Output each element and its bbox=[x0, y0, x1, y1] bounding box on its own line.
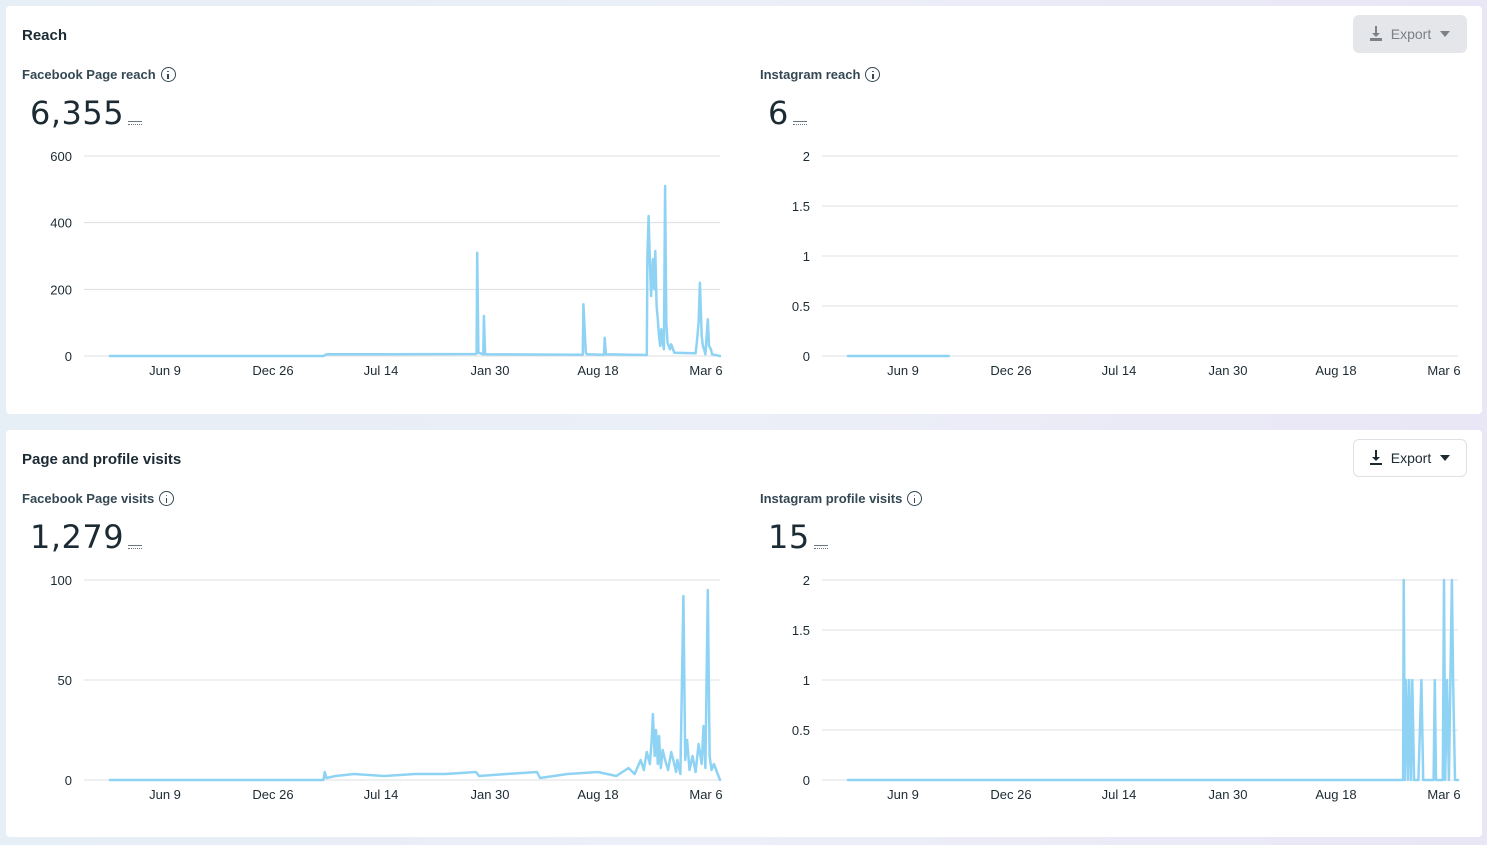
export-button[interactable]: Export bbox=[1353, 15, 1467, 53]
y-tick-label: 1.5 bbox=[792, 623, 810, 638]
trend-indicator-icon bbox=[813, 545, 828, 549]
y-tick-label: 0 bbox=[803, 349, 810, 364]
y-tick-label: 50 bbox=[58, 673, 72, 688]
x-tick-label: Aug 18 bbox=[1315, 363, 1356, 378]
download-icon bbox=[1369, 450, 1383, 466]
y-tick-label: 0.5 bbox=[792, 299, 810, 314]
metric-label: Instagram profile visits bbox=[760, 491, 923, 506]
metric-value: 6 bbox=[768, 94, 807, 132]
y-tick-label: 0 bbox=[65, 349, 72, 364]
line-chart: 600 400 200 0 Jun 9 Dec 26 Jul 14 Jan 30 Aug 18 M… bbox=[50, 149, 722, 378]
metric-value: 1,279 bbox=[30, 518, 143, 556]
metric-label: Instagram reach bbox=[760, 67, 881, 82]
metric-value-text: 1,279 bbox=[30, 518, 125, 556]
facebook-reach-panel: Facebook Page reach 6,355 600 400 200 0 Jun … bbox=[6, 6, 744, 414]
facebook-visits-panel: Facebook Page visits 1,279 100 50 0 Jun 9 De… bbox=[6, 430, 744, 837]
x-tick-label: Dec 26 bbox=[990, 363, 1031, 378]
chevron-down-icon bbox=[1439, 454, 1451, 462]
info-icon[interactable] bbox=[907, 491, 923, 506]
metric-label-text: Facebook Page reach bbox=[22, 67, 156, 82]
x-tick-label: Mar 6 bbox=[1427, 787, 1460, 802]
chevron-down-icon bbox=[1439, 30, 1451, 38]
export-button[interactable]: Export bbox=[1353, 439, 1467, 477]
info-icon[interactable] bbox=[865, 67, 881, 82]
metric-value: 6,355 bbox=[30, 94, 143, 132]
x-tick-label: Jun 9 bbox=[149, 787, 181, 802]
x-tick-label: Dec 26 bbox=[252, 363, 293, 378]
x-tick-label: Jun 9 bbox=[887, 787, 919, 802]
metric-value-text: 6 bbox=[768, 94, 789, 132]
metric-label-text: Instagram profile visits bbox=[760, 491, 903, 506]
info-icon[interactable] bbox=[160, 67, 176, 82]
y-tick-label: 2 bbox=[803, 573, 810, 588]
y-tick-label: 0 bbox=[65, 773, 72, 788]
y-tick-label: 0.5 bbox=[792, 723, 810, 738]
metric-label: Facebook Page reach bbox=[22, 67, 176, 82]
y-tick-label: 100 bbox=[50, 573, 72, 588]
x-tick-label: Jul 14 bbox=[1102, 787, 1137, 802]
section-title: Reach bbox=[22, 27, 68, 44]
x-tick-label: Jan 30 bbox=[1208, 363, 1247, 378]
x-tick-label: Jun 9 bbox=[887, 363, 919, 378]
x-tick-label: Jan 30 bbox=[470, 363, 509, 378]
x-tick-label: Aug 18 bbox=[577, 363, 618, 378]
trend-indicator-icon bbox=[128, 121, 143, 125]
reach-card: Reach Export Facebook Page reach 6,355 6… bbox=[6, 6, 1482, 414]
y-tick-label: 2 bbox=[803, 149, 810, 164]
metric-label-text: Facebook Page visits bbox=[22, 491, 155, 506]
x-tick-label: Mar 6 bbox=[689, 787, 722, 802]
series-line[interactable] bbox=[108, 588, 722, 782]
y-tick-label: 200 bbox=[50, 282, 72, 297]
metric-value-text: 6,355 bbox=[30, 94, 125, 132]
instagram-reach-panel: Instagram reach 6 2 1.5 1 0.5 0 Jun 9 Dec 26 Ju… bbox=[744, 6, 1482, 414]
trend-indicator-icon bbox=[792, 121, 807, 125]
line-chart: 2 1.5 1 0.5 0 Jun 9 Dec 26 Jul 14 Jan 30 Aug 18 Ma… bbox=[792, 573, 1461, 802]
y-tick-label: 1 bbox=[803, 249, 810, 264]
line-chart: 100 50 0 Jun 9 Dec 26 Jul 14 Jan 30 Aug 18 Mar 6 bbox=[50, 573, 722, 802]
metric-value-text: 15 bbox=[768, 518, 810, 556]
x-tick-label: Jun 9 bbox=[149, 363, 181, 378]
metric-value: 15 bbox=[768, 518, 828, 556]
export-label: Export bbox=[1390, 450, 1432, 466]
x-tick-label: Dec 26 bbox=[252, 787, 293, 802]
y-tick-label: 0 bbox=[803, 773, 810, 788]
line-chart: 2 1.5 1 0.5 0 Jun 9 Dec 26 Jul 14 Jan 30 Aug 18 Ma… bbox=[792, 149, 1461, 378]
series-line[interactable] bbox=[108, 184, 722, 358]
info-icon[interactable] bbox=[159, 491, 175, 506]
x-tick-label: Dec 26 bbox=[990, 787, 1031, 802]
section-title: Page and profile visits bbox=[22, 451, 182, 468]
x-tick-label: Jul 14 bbox=[364, 787, 399, 802]
x-tick-label: Aug 18 bbox=[577, 787, 618, 802]
series-line[interactable] bbox=[846, 578, 1460, 782]
x-tick-label: Jan 30 bbox=[470, 787, 509, 802]
trend-indicator-icon bbox=[128, 545, 143, 549]
y-tick-label: 1 bbox=[803, 673, 810, 688]
x-tick-label: Mar 6 bbox=[1427, 363, 1460, 378]
y-tick-label: 400 bbox=[50, 216, 72, 231]
instagram-visits-panel: Instagram profile visits 15 2 1.5 1 0.5 0 Jun… bbox=[744, 430, 1482, 837]
metric-label: Facebook Page visits bbox=[22, 491, 175, 506]
download-icon bbox=[1369, 26, 1383, 42]
export-label: Export bbox=[1390, 26, 1432, 42]
x-tick-label: Jan 30 bbox=[1208, 787, 1247, 802]
x-tick-label: Jul 14 bbox=[1102, 363, 1137, 378]
y-tick-label: 600 bbox=[50, 149, 72, 164]
y-tick-label: 1.5 bbox=[792, 199, 810, 214]
metric-label-text: Instagram reach bbox=[760, 67, 861, 82]
x-tick-label: Aug 18 bbox=[1315, 787, 1356, 802]
visits-card: Page and profile visits Export Facebook … bbox=[6, 430, 1482, 837]
x-tick-label: Mar 6 bbox=[689, 363, 722, 378]
x-tick-label: Jul 14 bbox=[364, 363, 399, 378]
